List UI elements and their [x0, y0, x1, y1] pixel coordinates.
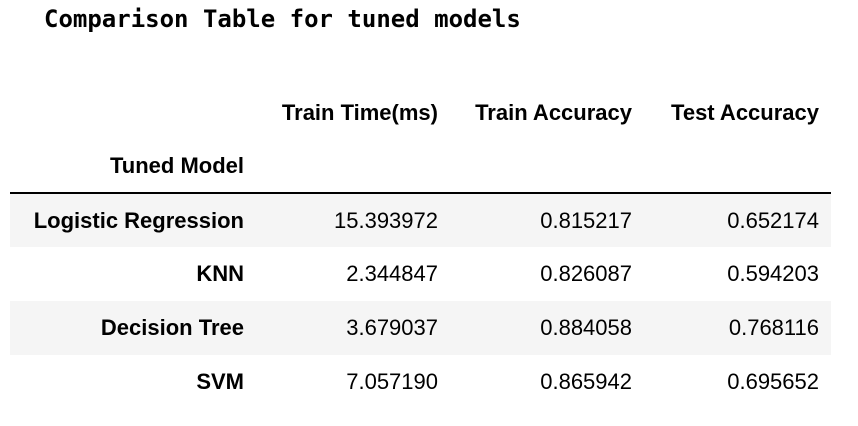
table-body: Logistic Regression 15.393972 0.815217 0… [10, 193, 831, 409]
cell-train-accuracy: 0.815217 [540, 207, 632, 233]
cell-test-accuracy: 0.768116 [728, 315, 819, 340]
index-header-row: Tuned Model [10, 140, 831, 194]
comparison-table: Train Time(ms) Train Accuracy Test Accur… [10, 86, 831, 409]
cell-train-accuracy: 0.865942 [540, 369, 632, 394]
blank-header-cell [644, 140, 831, 194]
index-name-header: Tuned Model [10, 140, 256, 194]
column-header-row: Train Time(ms) Train Accuracy Test Accur… [10, 86, 831, 140]
cell-test-accuracy: 0.652174 [727, 207, 819, 233]
table-row: Logistic Regression 15.393972 0.815217 0… [10, 193, 831, 247]
table-header: Train Time(ms) Train Accuracy Test Accur… [10, 86, 831, 194]
column-header-test-accuracy: Test Accuracy [671, 100, 819, 125]
cell-train-time: 15.393972 [334, 207, 438, 233]
row-label: Decision Tree [100, 315, 244, 340]
cell-train-time: 7.057190 [346, 369, 438, 394]
row-label: KNN [196, 261, 244, 286]
row-label: Logistic Regression [33, 207, 244, 233]
table-row: KNN 2.344847 0.826087 0.594203 [10, 247, 831, 301]
blank-header-cell [256, 140, 450, 194]
cell-train-accuracy: 0.884058 [540, 315, 632, 340]
row-label: SVM [196, 369, 244, 394]
page-title: Comparison Table for tuned models [44, 5, 521, 33]
cell-train-time: 3.679037 [346, 315, 438, 340]
cell-train-time: 2.344847 [346, 261, 438, 286]
cell-train-accuracy: 0.826087 [540, 261, 632, 286]
cell-test-accuracy: 0.695652 [727, 369, 819, 394]
column-header-train-time: Train Time(ms) [281, 100, 438, 125]
blank-header-cell [10, 86, 256, 140]
table-row: SVM 7.057190 0.865942 0.695652 [10, 355, 831, 409]
column-header-train-accuracy: Train Accuracy [475, 100, 632, 125]
table-row: Decision Tree 3.679037 0.884058 0.768116 [10, 301, 831, 355]
blank-header-cell [450, 140, 644, 194]
cell-test-accuracy: 0.594203 [727, 261, 819, 286]
